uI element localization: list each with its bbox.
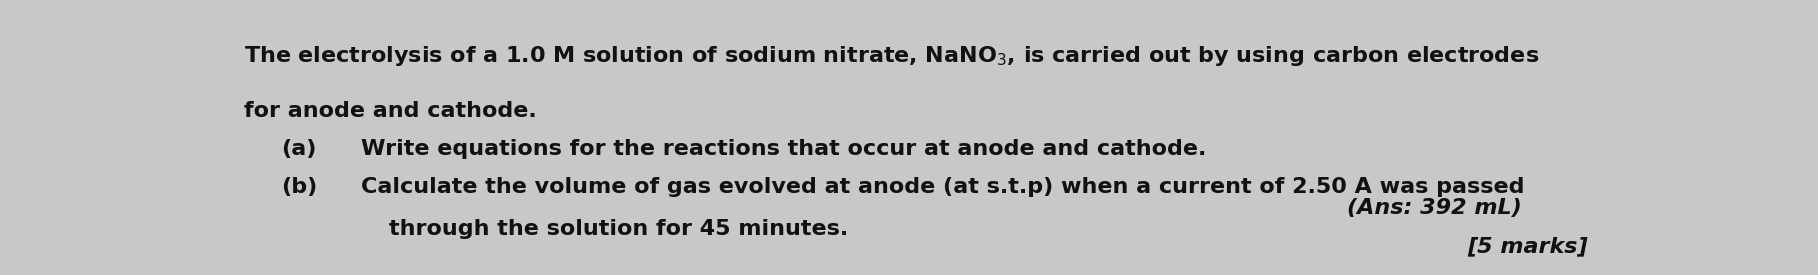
Text: (b): (b): [280, 177, 316, 197]
Text: for anode and cathode.: for anode and cathode.: [244, 101, 536, 121]
Text: Write equations for the reactions that occur at anode and cathode.: Write equations for the reactions that o…: [362, 139, 1207, 159]
Text: (a): (a): [280, 139, 316, 159]
Text: The electrolysis of a 1.0 M solution of sodium nitrate, NaNO$_3$, is carried out: The electrolysis of a 1.0 M solution of …: [244, 43, 1540, 68]
Text: (Ans: 392 mL): (Ans: 392 mL): [1347, 198, 1522, 218]
Text: through the solution for 45 minutes.: through the solution for 45 minutes.: [389, 219, 849, 239]
Text: [5 marks]: [5 marks]: [1467, 236, 1587, 256]
Text: Calculate the volume of gas evolved at anode (at s.t.p) when a current of 2.50 A: Calculate the volume of gas evolved at a…: [362, 177, 1525, 197]
